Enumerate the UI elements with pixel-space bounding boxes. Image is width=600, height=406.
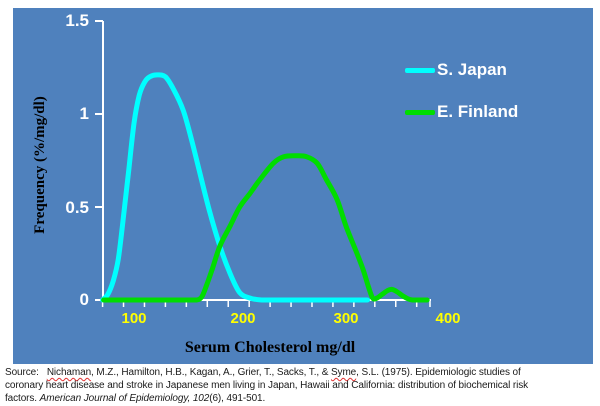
- misspelled-word: Syme: [330, 367, 357, 378]
- legend-line-icon: [405, 67, 435, 73]
- journal-title: American Journal of Epidemiology, 102: [39, 393, 210, 404]
- x-tick-label-100: 100: [121, 310, 147, 327]
- x-tick-label-300: 300: [333, 310, 359, 327]
- source-line-3: factors. American Journal of Epidemiolog…: [5, 393, 266, 404]
- series-line-s-japan: [100, 72, 370, 303]
- y-tick-label-1: 1: [79, 104, 89, 123]
- legend-item-s-japan: S. Japan: [405, 59, 507, 81]
- plot-canvas: [95, 20, 431, 307]
- y-tick-label-1p5: 1.5: [65, 11, 89, 30]
- source-line-2: coronary heart disease and stroke in Jap…: [5, 380, 529, 391]
- legend-label: E. Finland: [437, 102, 519, 121]
- y-axis-title: Frequency (%/mg/dl): [32, 96, 48, 234]
- legend-item-e-finland: E. Finland: [405, 101, 518, 123]
- y-tick-label-0: 0: [79, 290, 89, 309]
- x-tick-label-400: 400: [435, 310, 461, 327]
- source-citation: Source: Nichaman, M.Z., Hamilton, H.B., …: [5, 366, 597, 405]
- x-axis-title: Serum Cholesterol mg/dl: [184, 339, 356, 356]
- source-line-1: Source: Nichaman, M.Z., Hamilton, H.B., …: [5, 367, 521, 378]
- legend-label: S. Japan: [437, 60, 507, 79]
- chart-area: Frequency (%/mg/dl) Serum Cholesterol mg…: [13, 8, 593, 364]
- series-line-e-finland: [101, 153, 430, 303]
- y-tick-label-0p5: 0.5: [65, 198, 89, 217]
- legend-line-icon: [405, 109, 435, 115]
- misspelled-word: Nichaman: [46, 367, 92, 378]
- x-tick-label-200: 200: [230, 310, 256, 327]
